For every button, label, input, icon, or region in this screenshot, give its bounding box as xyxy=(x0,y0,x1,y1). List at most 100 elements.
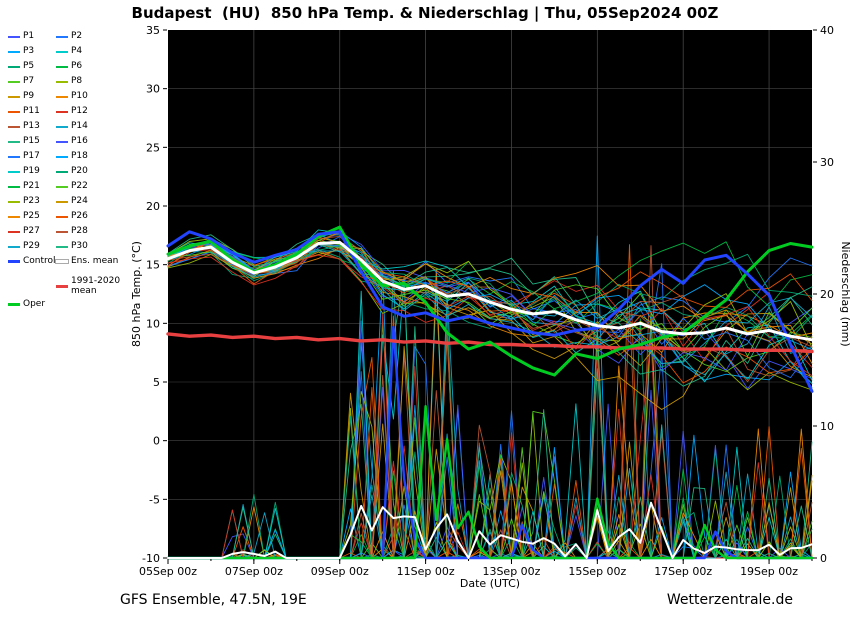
legend-label: P16 xyxy=(71,136,88,146)
x-tick-label: 07Sep 00z xyxy=(225,565,283,578)
legend-label: P23 xyxy=(23,196,40,206)
x-axis-title: Date (UTC) xyxy=(460,577,520,590)
legend-label: P19 xyxy=(23,166,40,176)
legend-color-dash xyxy=(56,95,68,98)
legend-item-p3: P3 xyxy=(8,46,34,57)
legend-item-p26: P26 xyxy=(56,211,88,222)
legend-color-dash xyxy=(8,65,20,68)
legend-label: P6 xyxy=(71,61,83,71)
x-tick-label: 17Sep 00z xyxy=(654,565,712,578)
legend-color-dash xyxy=(8,215,20,218)
legend-item-p7: P7 xyxy=(8,76,35,87)
legend-color-dash xyxy=(8,110,20,113)
legend-item-p11: P11 xyxy=(8,106,40,117)
y-right-tick-label: 30 xyxy=(820,156,834,169)
legend-color-dash xyxy=(56,245,68,248)
legend-color-dash xyxy=(8,125,20,128)
legend-color-dash xyxy=(8,80,20,83)
y-right-tick-label: 0 xyxy=(820,552,827,565)
legend-label: 1991-2020 mean xyxy=(71,276,121,296)
source-caption: Wetterzentrale.de xyxy=(666,592,793,608)
legend-color-dash xyxy=(8,170,20,173)
member-p22-temp-line xyxy=(167,239,813,357)
legend-label: P20 xyxy=(71,166,88,176)
climate-mean-temp-line xyxy=(166,332,814,354)
legend-color-dash xyxy=(8,95,20,98)
right-axis-title: Niederschlag (mm) xyxy=(839,241,850,346)
y-right-tick-label: 40 xyxy=(820,24,834,37)
legend-color-dash xyxy=(56,260,68,264)
legend-label: P26 xyxy=(71,211,88,221)
y-right-tick-label: 10 xyxy=(820,420,834,433)
legend-color-dash xyxy=(56,230,68,233)
legend-item-p17: P17 xyxy=(8,151,40,162)
y-left-tick-label: 5 xyxy=(153,376,160,389)
x-tick-label: 11Sep 00z xyxy=(397,565,455,578)
oper-precip-line xyxy=(166,405,814,560)
legend-label: P13 xyxy=(23,121,40,131)
legend-item-p20: P20 xyxy=(56,166,88,177)
legend-label: P7 xyxy=(23,76,35,86)
legend-item-p18: P18 xyxy=(56,151,88,162)
legend-item-p30: P30 xyxy=(56,241,88,252)
y-left-tick-label: -10 xyxy=(142,552,160,565)
ens-mean-temp-line xyxy=(166,240,814,342)
legend-item-p24: P24 xyxy=(56,196,88,207)
legend-color-dash xyxy=(56,285,68,289)
legend-item-p21: P21 xyxy=(8,181,40,192)
legend-item-p8: P8 xyxy=(56,76,83,87)
legend-item-p4: P4 xyxy=(56,46,82,57)
y-left-tick-label: 20 xyxy=(146,200,160,213)
legend-item-p25: P25 xyxy=(8,211,40,222)
legend-label: P10 xyxy=(71,91,88,101)
legend-color-dash xyxy=(8,303,20,307)
legend-color-dash xyxy=(8,50,20,53)
legend-label: P24 xyxy=(71,196,88,206)
legend-item-p28: P28 xyxy=(56,226,88,237)
legend-item-control: Control xyxy=(8,256,56,267)
legend-color-dash xyxy=(56,35,68,38)
legend-label: Ens. mean xyxy=(71,256,119,266)
legend-label: P12 xyxy=(71,106,88,116)
legend-label: P9 xyxy=(23,91,35,101)
legend-item-ens-mean: Ens. mean xyxy=(56,256,119,267)
member-p29-temp-line xyxy=(167,243,813,365)
legend-label: P1 xyxy=(23,31,35,41)
legend-label: P8 xyxy=(71,76,83,86)
legend-label: P15 xyxy=(23,136,40,146)
y-left-tick-label: 35 xyxy=(146,24,160,37)
x-tick-label: 05Sep 00z xyxy=(139,565,197,578)
model-caption: GFS Ensemble, 47.5N, 19E xyxy=(120,592,307,608)
y-left-tick-label: 15 xyxy=(146,259,160,272)
legend: P1 P2 P3 P4 P5 P6 P7 P8 P9 P10 P11 P12 P13 P14 P15 P16 P… xyxy=(8,31,158,352)
legend-color-dash xyxy=(8,245,20,248)
legend-item-p9: P9 xyxy=(8,91,35,102)
legend-item-p10: P10 xyxy=(56,91,88,102)
member-p10-temp-line xyxy=(167,249,813,353)
legend-color-dash xyxy=(56,170,68,173)
legend-label: Control xyxy=(23,256,56,266)
control-temp-line xyxy=(166,230,814,393)
legend-color-dash xyxy=(8,140,20,143)
legend-item-p2: P2 xyxy=(56,31,82,42)
legend-label: P17 xyxy=(23,151,40,161)
legend-item-p6: P6 xyxy=(56,61,83,72)
legend-color-dash xyxy=(8,200,20,203)
legend-label: P14 xyxy=(71,121,88,131)
y-left-tick-label: 30 xyxy=(146,83,160,96)
ens-mean-precip-line xyxy=(167,501,813,559)
y-left-tick-label: -5 xyxy=(149,493,160,506)
legend-label: P21 xyxy=(23,181,40,191)
legend-item-p22: P22 xyxy=(56,181,88,192)
member-p27-temp-line xyxy=(167,249,813,377)
legend-label: P27 xyxy=(23,226,40,236)
oper-temp-line xyxy=(166,225,814,377)
chart-title: Budapest (HU) 850 hPa Temp. & Niederschl… xyxy=(131,4,719,22)
legend-label: P29 xyxy=(23,241,40,251)
legend-color-dash xyxy=(8,155,20,158)
legend-item-p13: P13 xyxy=(8,121,40,132)
y-left-tick-label: 0 xyxy=(153,435,160,448)
legend-color-dash xyxy=(56,215,68,218)
legend-color-dash xyxy=(8,260,20,264)
